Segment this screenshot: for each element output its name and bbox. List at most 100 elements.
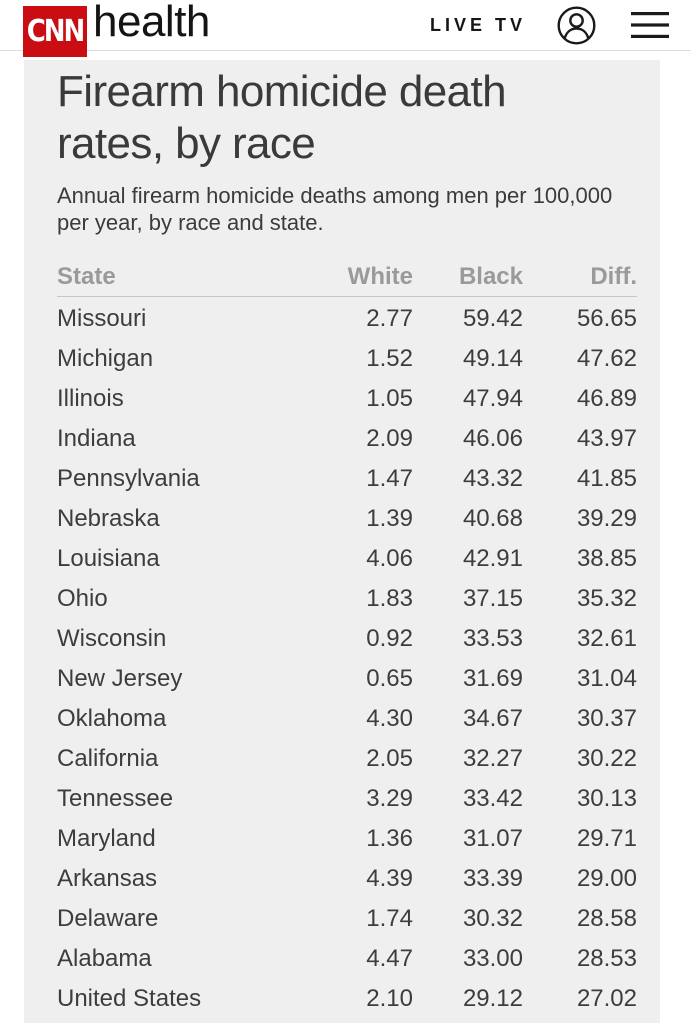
black-cell: 49.14	[462, 345, 523, 372]
table-row: Ohio 1.83 37.15 35.32	[57, 579, 637, 619]
black-cell: 46.06	[462, 425, 523, 452]
white-cell: 1.47	[366, 465, 413, 492]
black-cell: 29.12	[462, 985, 523, 1012]
white-cell: 4.06	[366, 545, 413, 572]
state-cell: Louisiana	[57, 545, 160, 572]
table-row: United States 2.10 29.12 27.02	[57, 979, 637, 1019]
table-row: Oklahoma 4.30 34.67 30.37	[57, 699, 637, 739]
table-body: Missouri 2.77 59.42 56.65 Michigan 1.52 49.14 4…	[57, 297, 637, 1019]
table-row: Missouri 2.77 59.42 56.65	[57, 299, 637, 339]
white-cell: 1.52	[366, 345, 413, 372]
diff-cell: 30.37	[576, 705, 637, 732]
state-cell: Arkansas	[57, 865, 158, 892]
black-cell: 40.68	[462, 505, 523, 532]
diff-cell: 30.13	[576, 785, 637, 812]
black-cell: 34.67	[462, 705, 523, 732]
article-subtitle-line-2: per year, by race and state.	[57, 210, 324, 235]
diff-cell: 28.53	[576, 945, 637, 972]
table-row: Michigan 1.52 49.14 47.62	[57, 339, 637, 379]
state-cell: Indiana	[57, 425, 136, 452]
table-row: Nebraska 1.39 40.68 39.29	[57, 499, 637, 539]
article-subtitle-line-1: Annual firearm homicide deaths among men…	[57, 183, 613, 208]
diff-cell: 31.04	[576, 665, 637, 692]
white-cell: 3.29	[366, 785, 413, 812]
white-cell: 1.74	[366, 905, 413, 932]
menu-button[interactable]	[630, 10, 670, 40]
cnn-logo[interactable]: CNN	[23, 6, 87, 57]
white-cell: 4.30	[366, 705, 413, 732]
white-cell: 4.39	[366, 865, 413, 892]
diff-cell: 35.32	[576, 585, 637, 612]
black-cell: 31.69	[462, 665, 523, 692]
page-title-line-1: Firearm homicide death	[57, 67, 507, 116]
state-cell: Wisconsin	[57, 625, 167, 652]
page-title: Firearm homicide death rates, by race	[57, 66, 660, 170]
white-cell: 0.92	[366, 625, 413, 652]
black-cell: 37.15	[462, 585, 523, 612]
state-cell: Michigan	[57, 345, 154, 372]
cnn-logo-text: CNN	[26, 14, 86, 49]
page-title-line-2: rates, by race	[57, 119, 316, 168]
black-cell: 42.91	[462, 545, 523, 572]
site-header: CNN health LIVE TV	[0, 0, 691, 57]
diff-cell: 43.97	[576, 425, 637, 452]
table-row: Maryland 1.36 31.07 29.71	[57, 819, 637, 859]
table-row: New Jersey 0.65 31.69 31.04	[57, 659, 637, 699]
live-tv-button[interactable]: LIVE TV	[429, 14, 526, 35]
state-cell: Alabama	[57, 945, 152, 972]
diff-cell: 56.65	[576, 305, 637, 332]
state-cell: Delaware	[57, 905, 159, 932]
white-cell: 1.39	[366, 505, 413, 532]
diff-cell: 38.85	[576, 545, 637, 572]
state-cell: Maryland	[57, 825, 156, 852]
column-header-black: Black	[458, 263, 523, 290]
hamburger-menu-icon	[630, 10, 670, 40]
black-cell: 33.39	[462, 865, 523, 892]
black-cell: 43.32	[462, 465, 523, 492]
black-cell: 32.27	[462, 745, 523, 772]
diff-cell: 28.58	[576, 905, 637, 932]
white-cell: 4.47	[366, 945, 413, 972]
state-cell: Nebraska	[57, 505, 160, 532]
table-row: Illinois 1.05 47.94 46.89	[57, 379, 637, 419]
white-cell: 2.77	[366, 305, 413, 332]
black-cell: 59.42	[462, 305, 523, 332]
table-row: Alabama 4.47 33.00 28.53	[57, 939, 637, 979]
diff-cell: 30.22	[576, 745, 637, 772]
state-cell: Illinois	[57, 385, 124, 412]
diff-cell: 32.61	[576, 625, 637, 652]
state-cell: Pennsylvania	[57, 465, 200, 492]
account-icon	[556, 5, 597, 46]
state-cell: New Jersey	[57, 665, 183, 692]
article-panel: Firearm homicide death rates, by race An…	[24, 60, 660, 1023]
table-row: Indiana 2.09 46.06 43.97	[57, 419, 637, 459]
state-cell: Oklahoma	[57, 705, 167, 732]
diff-cell: 47.62	[576, 345, 637, 372]
white-cell: 0.65	[366, 665, 413, 692]
diff-cell: 46.89	[576, 385, 637, 412]
column-header-white: White	[347, 263, 413, 290]
article-subtitle: Annual firearm homicide deaths among men…	[57, 182, 660, 236]
state-cell: Tennessee	[57, 785, 174, 812]
white-cell: 2.10	[366, 985, 413, 1012]
table-row: Wisconsin 0.92 33.53 32.61	[57, 619, 637, 659]
table-row: California 2.05 32.27 30.22	[57, 739, 637, 779]
black-cell: 30.32	[462, 905, 523, 932]
diff-cell: 39.29	[576, 505, 637, 532]
account-button[interactable]	[556, 5, 597, 46]
table-row: Louisiana 4.06 42.91 38.85	[57, 539, 637, 579]
section-title-health[interactable]: health	[93, 0, 210, 46]
state-cell: Ohio	[57, 585, 108, 612]
table-row: Arkansas 4.39 33.39 29.00	[57, 859, 637, 899]
white-cell: 1.05	[366, 385, 413, 412]
black-cell: 47.94	[462, 385, 523, 412]
table-row: Delaware 1.74 30.32 28.58	[57, 899, 637, 939]
diff-cell: 29.00	[576, 865, 637, 892]
column-header-state: State	[57, 263, 116, 290]
black-cell: 33.42	[462, 785, 523, 812]
table-header-row: State White Black Diff.	[57, 265, 637, 297]
diff-cell: 41.85	[576, 465, 637, 492]
column-header-diff: Diff.	[590, 263, 637, 290]
state-cell: United States	[57, 985, 202, 1012]
state-cell: Missouri	[57, 305, 147, 332]
